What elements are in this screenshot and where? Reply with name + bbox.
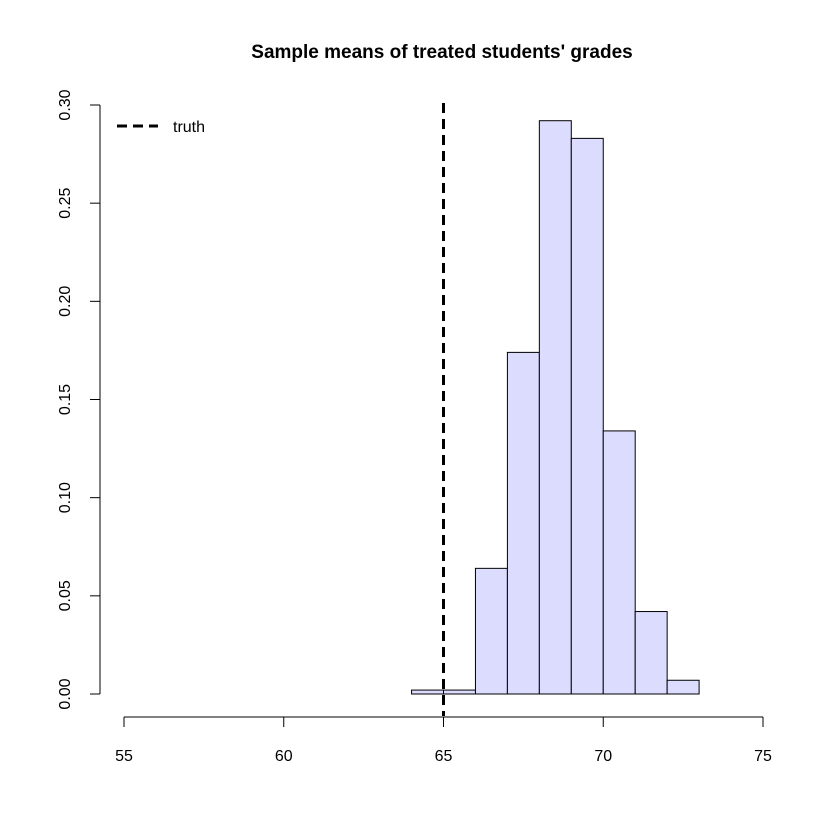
y-tick-label: 0.20 bbox=[57, 286, 74, 317]
histogram-bar-69-70 bbox=[570, 137, 604, 695]
x-tick-label: 55 bbox=[115, 748, 133, 765]
histogram-bar-64-65 bbox=[411, 689, 444, 695]
y-tick-label: 0.05 bbox=[57, 580, 74, 611]
histogram-bar-72-73 bbox=[666, 679, 700, 695]
y-tick-label: 0.00 bbox=[57, 678, 74, 709]
x-tick-label: 70 bbox=[594, 748, 612, 765]
histogram-bar-66-67 bbox=[474, 567, 508, 695]
histogram-bar-71-72 bbox=[634, 611, 668, 695]
histogram-bar-70-71 bbox=[602, 430, 636, 695]
chart-title: Sample means of treated students' grades bbox=[251, 42, 632, 63]
x-tick-label: 75 bbox=[754, 748, 772, 765]
histogram-bar-67-68 bbox=[506, 351, 540, 695]
legend: truth bbox=[117, 119, 205, 136]
y-tick-label: 0.15 bbox=[57, 384, 74, 415]
histogram-bar-65-66 bbox=[443, 689, 476, 695]
y-axis: 0.00 0.05 0.10 0.15 0.20 0.25 0.30 bbox=[57, 89, 101, 710]
histogram-bar-68-69 bbox=[538, 120, 572, 695]
x-tick-label: 65 bbox=[435, 748, 453, 765]
x-tick-label: 60 bbox=[275, 748, 293, 765]
legend-label-truth: truth bbox=[173, 119, 205, 136]
y-tick-label: 0.30 bbox=[57, 89, 74, 120]
y-tick-label: 0.25 bbox=[57, 187, 74, 218]
histogram-bars bbox=[411, 120, 700, 695]
y-tick-label: 0.10 bbox=[57, 482, 74, 513]
x-axis: 55 60 65 70 75 bbox=[115, 716, 772, 765]
